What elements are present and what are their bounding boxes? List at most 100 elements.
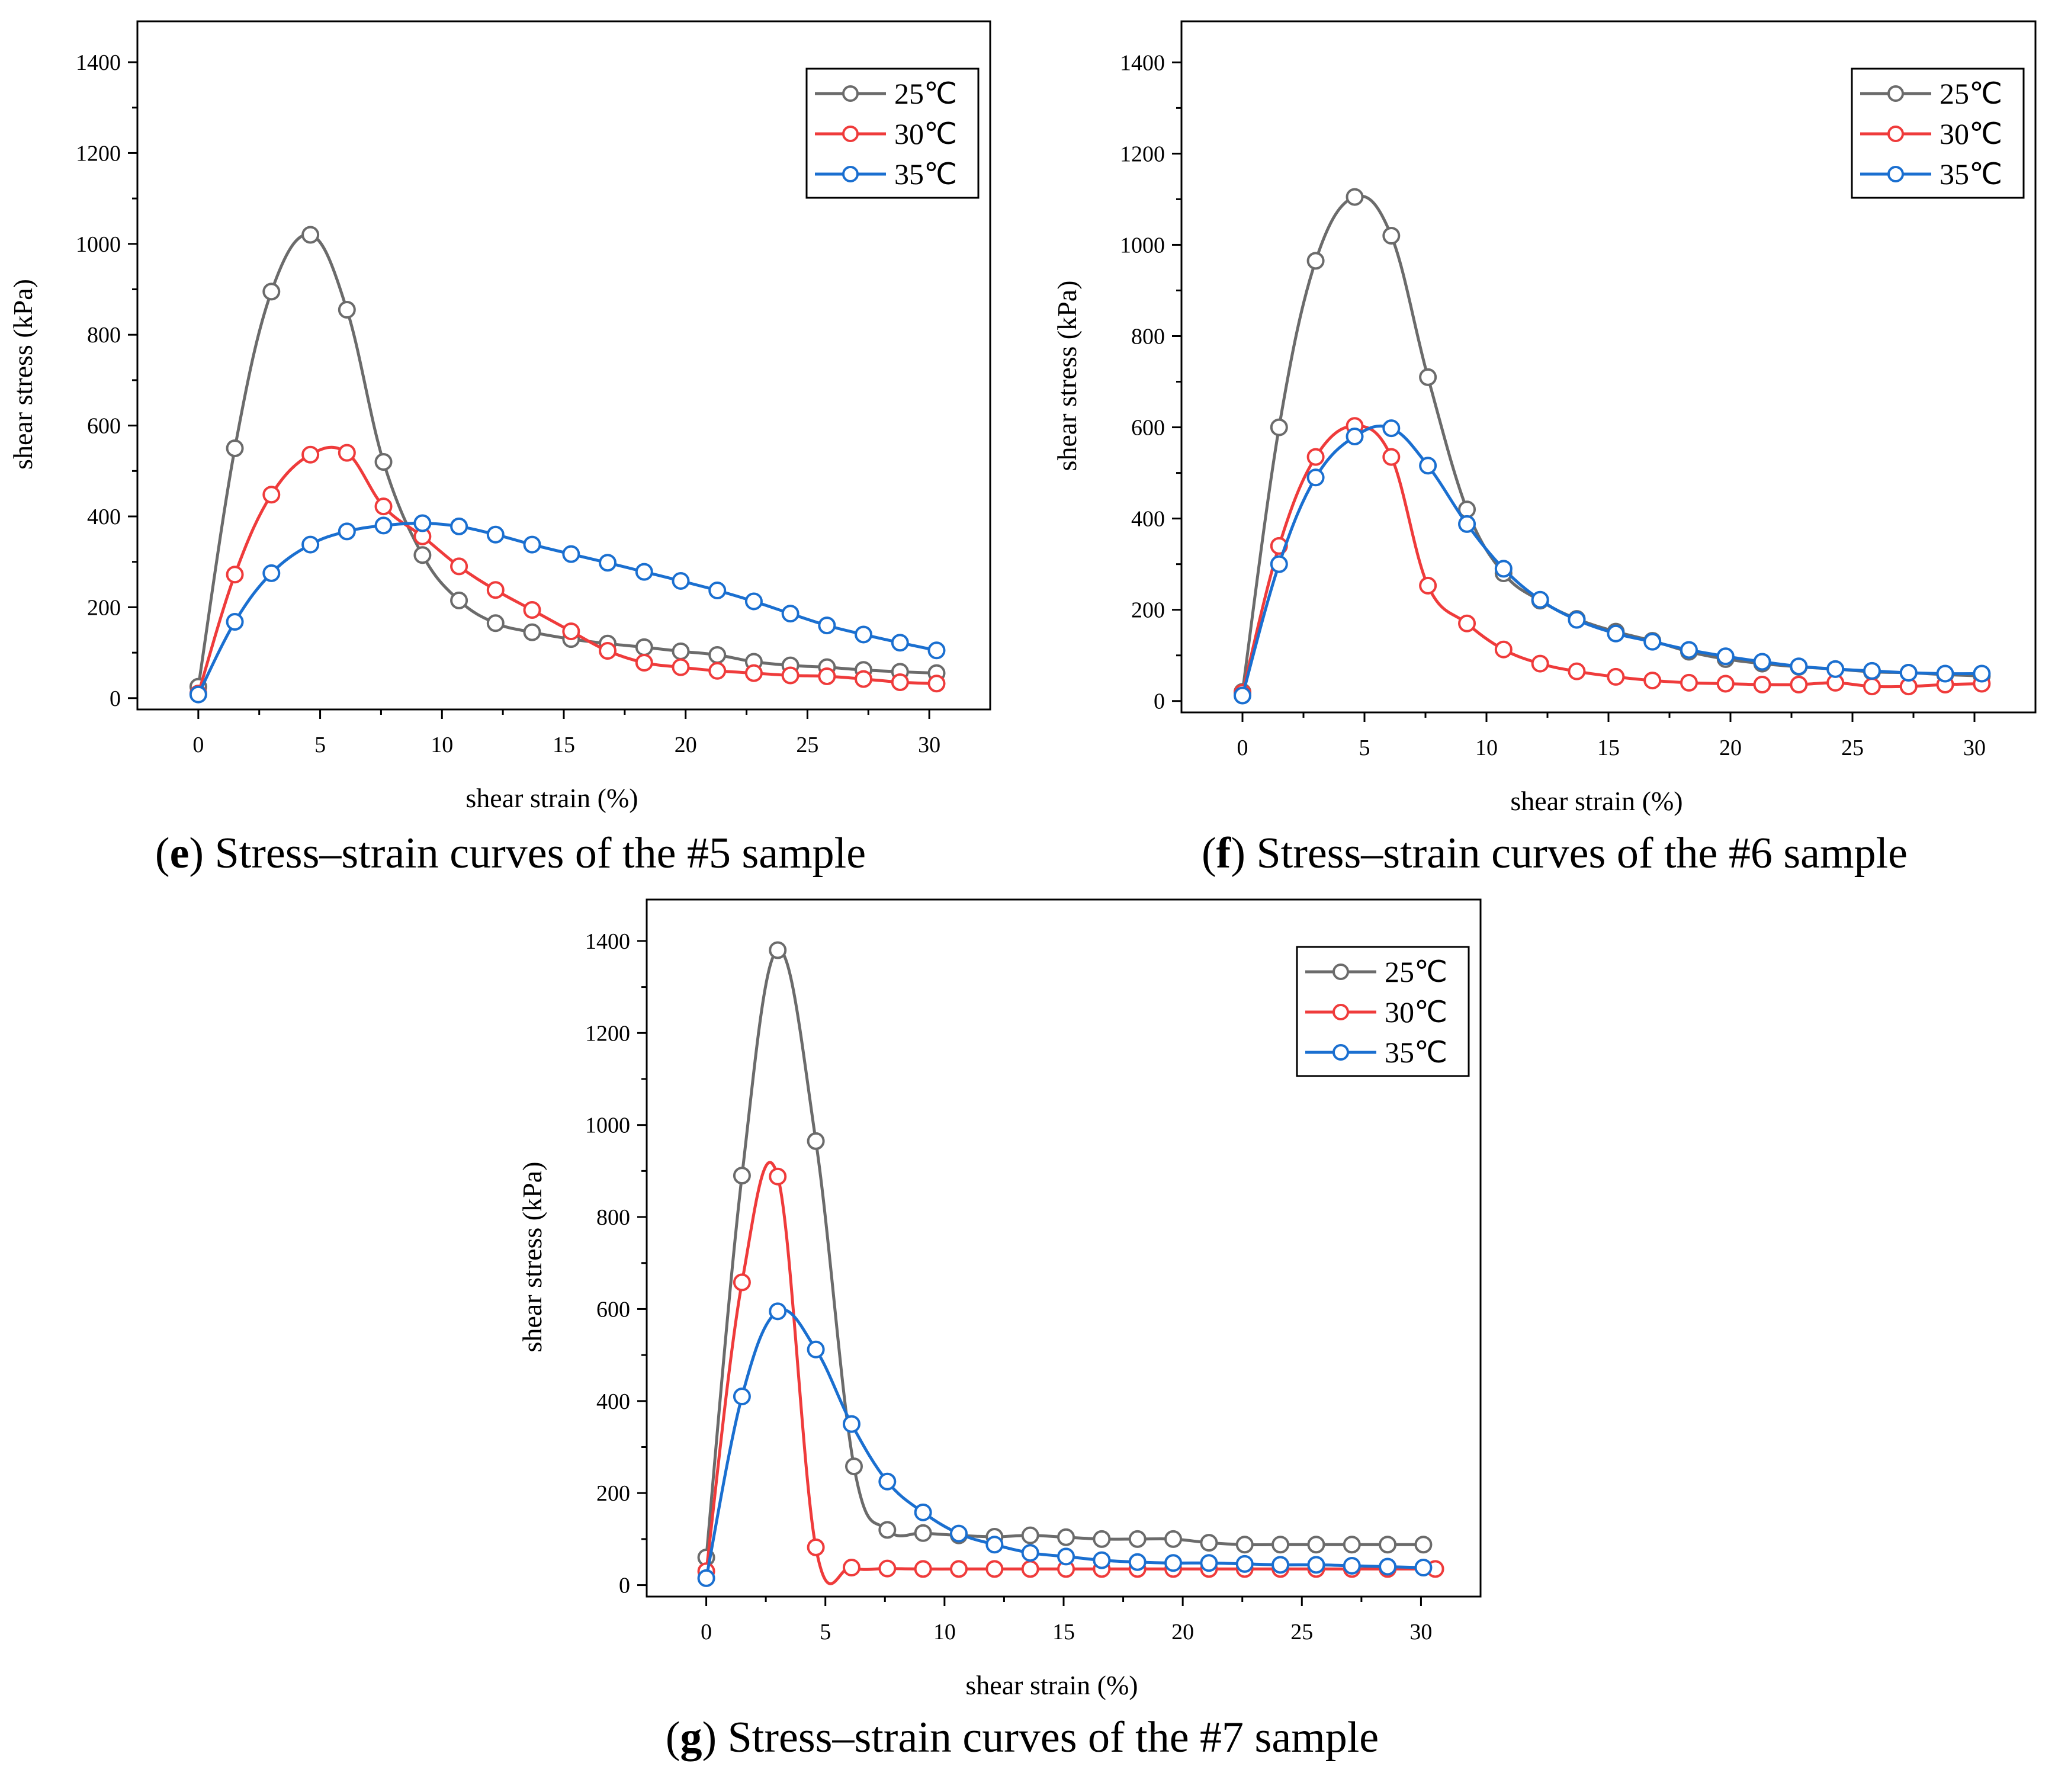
y-tick-label: 800 <box>596 1205 630 1230</box>
x-tick-label: 10 <box>933 1620 956 1645</box>
data-point-35C <box>1680 641 1698 659</box>
data-point-35C <box>818 616 836 635</box>
legend-marker-25C <box>1887 85 1904 102</box>
legend-label-25C: 25℃ <box>1385 955 1447 988</box>
legend-label-35C: 35℃ <box>1940 158 2002 191</box>
data-point-30C <box>1306 448 1325 466</box>
legend-label-35C: 35℃ <box>894 158 957 191</box>
data-point-35C <box>1973 664 1991 683</box>
data-point-30C <box>562 622 580 641</box>
data-point-35C <box>1458 515 1476 533</box>
legend-marker-30C <box>1332 1004 1349 1020</box>
x-tick-label: 15 <box>553 733 575 757</box>
x-axis-title: shear strain (%) <box>465 783 638 813</box>
data-point-30C <box>1753 676 1771 694</box>
data-point-35C <box>1379 1557 1397 1576</box>
data-point-30C <box>878 1559 897 1578</box>
y-tick-label: 200 <box>1131 598 1165 623</box>
data-point-35C <box>807 1340 825 1359</box>
legend: 25℃ 30℃ 35℃ <box>1296 946 1470 1077</box>
panel-e: 0 5 10 15 20 25 30 0 200 400 600 800 1000 1200 1400 she… <box>8 20 991 878</box>
caption-e: (e) Stress–strain curves of the #5 sampl… <box>155 829 866 878</box>
data-point-35C <box>635 563 653 581</box>
data-point-35C <box>226 612 244 631</box>
data-point-25C <box>1164 1530 1183 1548</box>
data-point-35C <box>733 1388 751 1406</box>
data-point-30C <box>1863 677 1881 696</box>
y-tick-label: 200 <box>596 1481 630 1506</box>
y-tick-label: 1400 <box>585 929 630 954</box>
data-point-25C <box>1271 1536 1290 1554</box>
data-point-35C <box>486 525 505 544</box>
y-tick-label: 0 <box>619 1573 630 1598</box>
data-point-35C <box>1716 647 1735 666</box>
data-point-25C <box>1306 252 1325 270</box>
data-point-25C <box>914 1524 932 1542</box>
data-point-30C <box>1568 662 1586 680</box>
data-point-35C <box>1093 1551 1111 1569</box>
data-point-35C <box>1164 1554 1183 1572</box>
data-point-30C <box>523 601 541 619</box>
data-point-30C <box>450 557 468 576</box>
data-point-25C <box>1379 1536 1397 1554</box>
x-tick-label: 5 <box>820 1620 831 1645</box>
data-point-35C <box>781 605 799 623</box>
caption-paren-open: ( <box>666 1713 680 1762</box>
legend-marker-25C <box>842 85 859 102</box>
data-point-30C <box>1419 576 1437 595</box>
data-point-35C <box>1790 657 1808 676</box>
data-point-35C <box>599 554 617 572</box>
data-point-35C <box>697 1569 715 1587</box>
series-line-30C <box>197 445 938 695</box>
data-point-25C <box>1307 1536 1325 1554</box>
data-point-35C <box>413 514 432 532</box>
data-point-35C <box>1753 653 1771 671</box>
y-tick-label: 800 <box>87 323 121 348</box>
data-point-35C <box>1271 1556 1290 1574</box>
data-point-35C <box>1414 1559 1433 1577</box>
y-tick-label: 1200 <box>76 141 121 166</box>
data-point-35C <box>1307 1556 1325 1574</box>
legend-marker-35C <box>1332 1044 1349 1061</box>
y-tick-label: 600 <box>596 1297 630 1322</box>
data-point-30C <box>1021 1560 1039 1578</box>
data-point-30C <box>262 486 281 504</box>
data-point-35C <box>1419 457 1437 475</box>
x-tick-label: 25 <box>796 733 818 757</box>
data-point-25C <box>1414 1536 1433 1554</box>
data-point-25C <box>1021 1526 1039 1544</box>
y-tick-label: 1200 <box>585 1021 630 1046</box>
y-tick-label: 1200 <box>1120 142 1165 166</box>
data-point-35C <box>262 564 281 582</box>
data-point-35C <box>1643 632 1662 651</box>
data-point-30C <box>635 653 653 672</box>
x-tick-label: 0 <box>1237 736 1248 760</box>
series-line-30C <box>705 1161 1437 1585</box>
data-point-30C <box>807 1538 825 1556</box>
caption-paren-close: ) <box>702 1713 717 1762</box>
data-point-25C <box>635 638 653 656</box>
data-point-30C <box>301 445 320 464</box>
data-point-35C <box>1494 560 1513 578</box>
x-axis-title: shear strain (%) <box>1510 786 1682 816</box>
data-point-30C <box>1716 675 1735 693</box>
caption-paren-close: ) <box>1231 829 1245 878</box>
y-axis-title: shear stress (kPa) <box>517 1162 547 1353</box>
data-point-35C <box>374 516 393 535</box>
data-point-30C <box>842 1559 860 1577</box>
data-point-30C <box>744 664 763 682</box>
data-point-25C <box>708 645 727 664</box>
data-point-30C <box>818 667 836 686</box>
x-tick-label: 15 <box>1597 736 1620 760</box>
series-line-35C <box>1241 424 1983 697</box>
x-tick-label: 25 <box>1841 736 1864 760</box>
legend-label-25C: 25℃ <box>1940 77 2002 110</box>
x-tick-label: 10 <box>1475 736 1498 760</box>
legend-label-35C: 35℃ <box>1385 1036 1447 1069</box>
data-point-30C <box>374 497 393 516</box>
legend-label-30C: 30℃ <box>1385 995 1447 1029</box>
data-point-35C <box>855 625 873 644</box>
data-point-35C <box>338 522 356 541</box>
legend: 25℃ 30℃ 35℃ <box>1851 68 2025 199</box>
